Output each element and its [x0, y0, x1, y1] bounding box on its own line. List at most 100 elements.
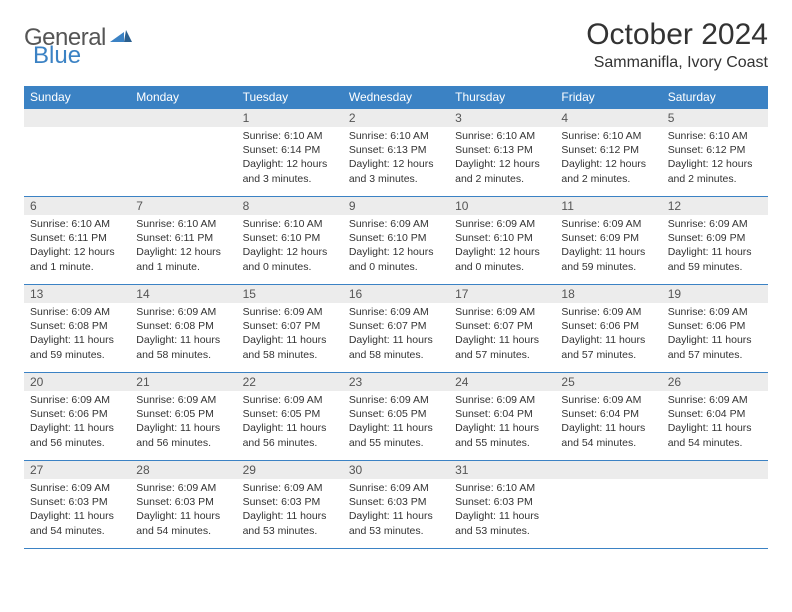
day-details: Sunrise: 6:09 AMSunset: 6:04 PMDaylight:… — [555, 391, 661, 454]
day-details: Sunrise: 6:10 AMSunset: 6:11 PMDaylight:… — [130, 215, 236, 278]
day-details: Sunrise: 6:10 AMSunset: 6:11 PMDaylight:… — [24, 215, 130, 278]
calendar-day-cell: 21Sunrise: 6:09 AMSunset: 6:05 PMDayligh… — [130, 373, 236, 461]
day-details: Sunrise: 6:09 AMSunset: 6:03 PMDaylight:… — [237, 479, 343, 542]
day-number: 28 — [130, 461, 236, 479]
day-number: 14 — [130, 285, 236, 303]
day-number: 18 — [555, 285, 661, 303]
logo-text-blue: Blue — [33, 42, 81, 70]
calendar-day-cell: 6Sunrise: 6:10 AMSunset: 6:11 PMDaylight… — [24, 197, 130, 285]
day-number: 5 — [662, 109, 768, 127]
day-number: 8 — [237, 197, 343, 215]
calendar-day-cell: 24Sunrise: 6:09 AMSunset: 6:04 PMDayligh… — [449, 373, 555, 461]
day-number: 23 — [343, 373, 449, 391]
day-details: Sunrise: 6:10 AMSunset: 6:10 PMDaylight:… — [237, 215, 343, 278]
calendar-week-row: 20Sunrise: 6:09 AMSunset: 6:06 PMDayligh… — [24, 373, 768, 461]
day-number: 26 — [662, 373, 768, 391]
calendar-body: 1Sunrise: 6:10 AMSunset: 6:14 PMDaylight… — [24, 109, 768, 549]
calendar-day-cell: 20Sunrise: 6:09 AMSunset: 6:06 PMDayligh… — [24, 373, 130, 461]
day-number: 6 — [24, 197, 130, 215]
day-number: 20 — [24, 373, 130, 391]
calendar-day-cell: 17Sunrise: 6:09 AMSunset: 6:07 PMDayligh… — [449, 285, 555, 373]
day-number: 19 — [662, 285, 768, 303]
day-details: Sunrise: 6:09 AMSunset: 6:05 PMDaylight:… — [130, 391, 236, 454]
day-of-week-header: Monday — [130, 86, 236, 109]
day-number — [130, 109, 236, 127]
day-of-week-header: Wednesday — [343, 86, 449, 109]
day-details: Sunrise: 6:09 AMSunset: 6:04 PMDaylight:… — [449, 391, 555, 454]
day-number: 25 — [555, 373, 661, 391]
calendar-day-cell: 8Sunrise: 6:10 AMSunset: 6:10 PMDaylight… — [237, 197, 343, 285]
calendar-day-cell: 29Sunrise: 6:09 AMSunset: 6:03 PMDayligh… — [237, 461, 343, 549]
calendar-day-cell — [130, 109, 236, 197]
calendar-day-cell: 5Sunrise: 6:10 AMSunset: 6:12 PMDaylight… — [662, 109, 768, 197]
calendar-day-cell: 13Sunrise: 6:09 AMSunset: 6:08 PMDayligh… — [24, 285, 130, 373]
calendar-day-cell: 22Sunrise: 6:09 AMSunset: 6:05 PMDayligh… — [237, 373, 343, 461]
day-details: Sunrise: 6:09 AMSunset: 6:09 PMDaylight:… — [662, 215, 768, 278]
calendar-day-cell: 3Sunrise: 6:10 AMSunset: 6:13 PMDaylight… — [449, 109, 555, 197]
calendar-day-cell: 12Sunrise: 6:09 AMSunset: 6:09 PMDayligh… — [662, 197, 768, 285]
calendar-day-cell: 28Sunrise: 6:09 AMSunset: 6:03 PMDayligh… — [130, 461, 236, 549]
day-number — [24, 109, 130, 127]
day-number: 17 — [449, 285, 555, 303]
calendar-day-cell: 23Sunrise: 6:09 AMSunset: 6:05 PMDayligh… — [343, 373, 449, 461]
day-details: Sunrise: 6:09 AMSunset: 6:05 PMDaylight:… — [343, 391, 449, 454]
calendar-day-cell: 26Sunrise: 6:09 AMSunset: 6:04 PMDayligh… — [662, 373, 768, 461]
day-details: Sunrise: 6:09 AMSunset: 6:07 PMDaylight:… — [237, 303, 343, 366]
day-number: 27 — [24, 461, 130, 479]
day-of-week-header: Friday — [555, 86, 661, 109]
calendar-week-row: 27Sunrise: 6:09 AMSunset: 6:03 PMDayligh… — [24, 461, 768, 549]
calendar-week-row: 1Sunrise: 6:10 AMSunset: 6:14 PMDaylight… — [24, 109, 768, 197]
location: Sammanifla, Ivory Coast — [586, 54, 768, 72]
day-number: 16 — [343, 285, 449, 303]
day-number: 30 — [343, 461, 449, 479]
calendar-day-cell: 1Sunrise: 6:10 AMSunset: 6:14 PMDaylight… — [237, 109, 343, 197]
calendar-day-cell: 25Sunrise: 6:09 AMSunset: 6:04 PMDayligh… — [555, 373, 661, 461]
day-details: Sunrise: 6:09 AMSunset: 6:10 PMDaylight:… — [449, 215, 555, 278]
calendar-day-cell: 15Sunrise: 6:09 AMSunset: 6:07 PMDayligh… — [237, 285, 343, 373]
day-details: Sunrise: 6:09 AMSunset: 6:08 PMDaylight:… — [130, 303, 236, 366]
calendar-day-cell: 16Sunrise: 6:09 AMSunset: 6:07 PMDayligh… — [343, 285, 449, 373]
day-details: Sunrise: 6:10 AMSunset: 6:12 PMDaylight:… — [662, 127, 768, 190]
calendar-day-cell: 14Sunrise: 6:09 AMSunset: 6:08 PMDayligh… — [130, 285, 236, 373]
day-details: Sunrise: 6:09 AMSunset: 6:04 PMDaylight:… — [662, 391, 768, 454]
day-number — [555, 461, 661, 479]
day-details: Sunrise: 6:09 AMSunset: 6:03 PMDaylight:… — [24, 479, 130, 542]
day-number — [662, 461, 768, 479]
day-details: Sunrise: 6:10 AMSunset: 6:14 PMDaylight:… — [237, 127, 343, 190]
logo-mark-icon — [110, 26, 132, 42]
calendar-day-cell: 27Sunrise: 6:09 AMSunset: 6:03 PMDayligh… — [24, 461, 130, 549]
day-of-week-header: Tuesday — [237, 86, 343, 109]
day-details: Sunrise: 6:09 AMSunset: 6:06 PMDaylight:… — [24, 391, 130, 454]
day-details: Sunrise: 6:10 AMSunset: 6:12 PMDaylight:… — [555, 127, 661, 190]
header: General October 2024 Sammanifla, Ivory C… — [24, 18, 768, 72]
day-number: 7 — [130, 197, 236, 215]
day-number: 2 — [343, 109, 449, 127]
day-number: 10 — [449, 197, 555, 215]
day-of-week-header: Sunday — [24, 86, 130, 109]
calendar-day-cell: 10Sunrise: 6:09 AMSunset: 6:10 PMDayligh… — [449, 197, 555, 285]
day-details: Sunrise: 6:09 AMSunset: 6:10 PMDaylight:… — [343, 215, 449, 278]
calendar-week-row: 6Sunrise: 6:10 AMSunset: 6:11 PMDaylight… — [24, 197, 768, 285]
calendar-week-row: 13Sunrise: 6:09 AMSunset: 6:08 PMDayligh… — [24, 285, 768, 373]
day-details: Sunrise: 6:09 AMSunset: 6:03 PMDaylight:… — [130, 479, 236, 542]
calendar-day-cell — [662, 461, 768, 549]
day-details: Sunrise: 6:09 AMSunset: 6:03 PMDaylight:… — [343, 479, 449, 542]
day-of-week-header: Thursday — [449, 86, 555, 109]
day-details: Sunrise: 6:09 AMSunset: 6:06 PMDaylight:… — [555, 303, 661, 366]
day-details: Sunrise: 6:10 AMSunset: 6:13 PMDaylight:… — [449, 127, 555, 190]
calendar-day-cell — [555, 461, 661, 549]
day-number: 24 — [449, 373, 555, 391]
calendar-day-cell: 9Sunrise: 6:09 AMSunset: 6:10 PMDaylight… — [343, 197, 449, 285]
day-number: 12 — [662, 197, 768, 215]
title-block: October 2024 Sammanifla, Ivory Coast — [586, 18, 768, 72]
day-number: 11 — [555, 197, 661, 215]
calendar-day-cell: 4Sunrise: 6:10 AMSunset: 6:12 PMDaylight… — [555, 109, 661, 197]
calendar-day-cell: 7Sunrise: 6:10 AMSunset: 6:11 PMDaylight… — [130, 197, 236, 285]
day-number: 31 — [449, 461, 555, 479]
day-of-week-header: Saturday — [662, 86, 768, 109]
day-details: Sunrise: 6:09 AMSunset: 6:07 PMDaylight:… — [449, 303, 555, 366]
day-details: Sunrise: 6:09 AMSunset: 6:06 PMDaylight:… — [662, 303, 768, 366]
day-details: Sunrise: 6:10 AMSunset: 6:03 PMDaylight:… — [449, 479, 555, 542]
day-number: 22 — [237, 373, 343, 391]
day-number: 29 — [237, 461, 343, 479]
